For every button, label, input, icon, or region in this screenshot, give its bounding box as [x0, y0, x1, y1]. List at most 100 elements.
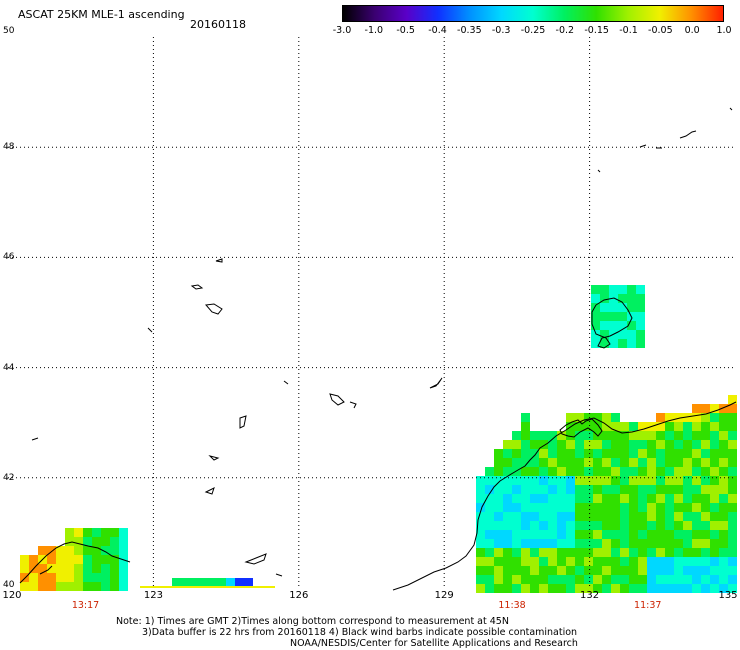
swath-cell: [719, 485, 728, 494]
swath-cell: [692, 467, 701, 476]
swath-cell: [566, 440, 575, 449]
swath-cell: [683, 440, 692, 449]
swath-cell: [476, 557, 485, 566]
swath-cell: [512, 485, 521, 494]
swath-cell: [548, 467, 557, 476]
swath-cell: [476, 503, 485, 512]
swath-cell: [719, 476, 728, 485]
swath-cell: [512, 575, 521, 584]
swath-cell: [521, 548, 530, 557]
swath-cell: [512, 494, 521, 503]
swath-cell: [620, 530, 629, 539]
swath-cell: [600, 303, 609, 312]
swath-cell: [656, 494, 665, 503]
swath-cell: [611, 467, 620, 476]
swath-cell: [728, 566, 737, 575]
island-18: [597, 169, 601, 173]
swath-cell: [692, 404, 701, 413]
swath-cell: [611, 584, 620, 593]
swath-cell: [638, 422, 647, 431]
swath-cell: [584, 503, 593, 512]
swath-cell: [521, 566, 530, 575]
swath-cell: [512, 530, 521, 539]
swath-cell: [485, 557, 494, 566]
longitude-label: 135: [718, 590, 738, 601]
swath-cell: [701, 539, 710, 548]
swath-cell: [620, 512, 629, 521]
swath-cell: [710, 413, 719, 422]
swath-cell: [593, 449, 602, 458]
swath-cell: [674, 413, 683, 422]
swath-cell: [503, 557, 512, 566]
swath-cell: [566, 449, 575, 458]
swath-cell: [629, 575, 638, 584]
swath-cell: [521, 530, 530, 539]
swath-cell: [65, 546, 74, 555]
swath-cell: [674, 512, 683, 521]
swath-cell: [548, 548, 557, 557]
swath-cell: [647, 458, 656, 467]
swath-cell: [530, 557, 539, 566]
swath-cell: [656, 557, 665, 566]
swath-cell: [521, 584, 530, 593]
swath-cell: [710, 557, 719, 566]
swath-cell: [494, 530, 503, 539]
swath-cell: [611, 548, 620, 557]
swath-cell: [602, 467, 611, 476]
color-scale-label: -0.3: [491, 25, 511, 36]
swath-cell: [548, 449, 557, 458]
island-7: [349, 401, 357, 409]
swath-cell: [638, 440, 647, 449]
swath-cell: [47, 573, 56, 582]
swath-cell: [110, 564, 119, 573]
swath-cell: [692, 449, 701, 458]
swath-cell: [512, 503, 521, 512]
swath-cell: [710, 440, 719, 449]
swath-cell: [566, 467, 575, 476]
swath-cell: [494, 521, 503, 530]
swath-cell: [199, 578, 208, 587]
swath-cell: [575, 566, 584, 575]
swath-cell: [629, 530, 638, 539]
swath-cell: [665, 485, 674, 494]
swath-cell: [683, 494, 692, 503]
swath-cell: [701, 467, 710, 476]
swath-cell: [503, 512, 512, 521]
pass-time-label: 11:38: [498, 600, 526, 611]
swath-cell: [539, 467, 548, 476]
swath-cell: [656, 521, 665, 530]
swath-cell: [47, 555, 56, 564]
swath-cell: [710, 476, 719, 485]
swath-cell: [701, 584, 710, 593]
swath-cell: [539, 503, 548, 512]
swath-cell: [683, 557, 692, 566]
swath-cell: [512, 467, 521, 476]
swath-cell: [101, 546, 110, 555]
swath-cell: [47, 582, 56, 591]
swath-cell: [494, 539, 503, 548]
swath-cell: [620, 575, 629, 584]
swath-cell: [566, 503, 575, 512]
swath-cell: [591, 339, 600, 348]
swath-cell: [593, 512, 602, 521]
swath-cell: [591, 312, 600, 321]
swath-cell: [602, 521, 611, 530]
swath-cell: [656, 512, 665, 521]
swath-cell: [56, 564, 65, 573]
swath-cell: [602, 539, 611, 548]
swath-cell: [647, 548, 656, 557]
swath-cell: [119, 573, 128, 582]
swath-cell: [629, 449, 638, 458]
swath-cell: [728, 485, 737, 494]
swath-cell: [521, 557, 530, 566]
swath-cell: [602, 449, 611, 458]
swath-cell: [521, 431, 530, 440]
swath-cell: [719, 413, 728, 422]
swath-cell: [521, 440, 530, 449]
island-15: [639, 144, 647, 148]
swath-cell: [638, 458, 647, 467]
island-10: [208, 455, 220, 461]
swath-cell: [56, 573, 65, 582]
swath-cell: [494, 557, 503, 566]
swath-cell: [266, 586, 275, 588]
